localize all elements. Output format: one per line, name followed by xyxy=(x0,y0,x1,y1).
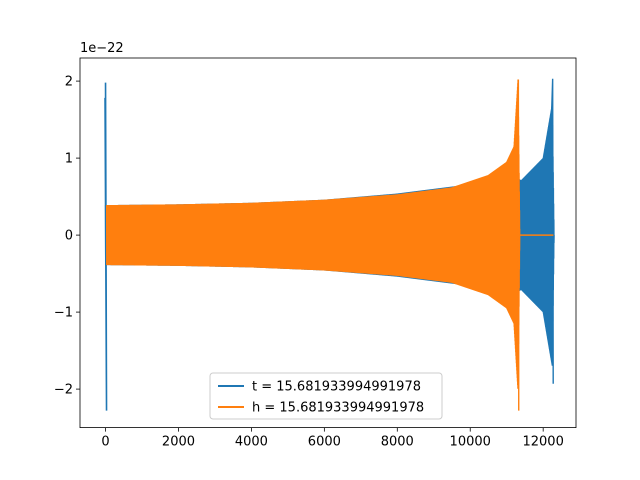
x-tick-label: 4000 xyxy=(235,435,268,450)
series-2-merger-peak xyxy=(517,79,520,411)
x-tick-label: 2000 xyxy=(162,435,195,450)
legend-box xyxy=(209,372,443,420)
series-2-line xyxy=(105,79,521,389)
y-tick-label: 1 xyxy=(65,152,73,167)
y-tick-label: 2 xyxy=(65,75,73,90)
axes-frame xyxy=(79,57,577,429)
series-1-final-peak xyxy=(550,78,554,384)
y-tick-label: 0 xyxy=(65,229,73,244)
x-axis: 0 2000 4000 6000 8000 10000 12000 xyxy=(101,427,564,450)
x-tick-label: 10000 xyxy=(450,435,491,450)
x-tick-label: 8000 xyxy=(381,435,414,450)
legend-label-series-2: h = 15.681933994991978 xyxy=(252,401,424,416)
y-axis: −2 −1 0 1 2 xyxy=(54,75,80,398)
x-tick-label: 12000 xyxy=(522,435,563,450)
x-tick-label: 0 xyxy=(101,435,109,450)
series-1-initial-spike xyxy=(104,82,108,411)
y-tick-label: −1 xyxy=(54,306,73,321)
series-layer xyxy=(104,78,555,411)
y-scale-label: 1e−22 xyxy=(80,41,124,56)
y-tick-label: −2 xyxy=(54,383,73,398)
x-tick-label: 6000 xyxy=(308,435,341,450)
legend: t = 15.681933994991978 h = 15.6819339949… xyxy=(209,372,443,420)
legend-label-series-1: t = 15.681933994991978 xyxy=(252,380,421,395)
